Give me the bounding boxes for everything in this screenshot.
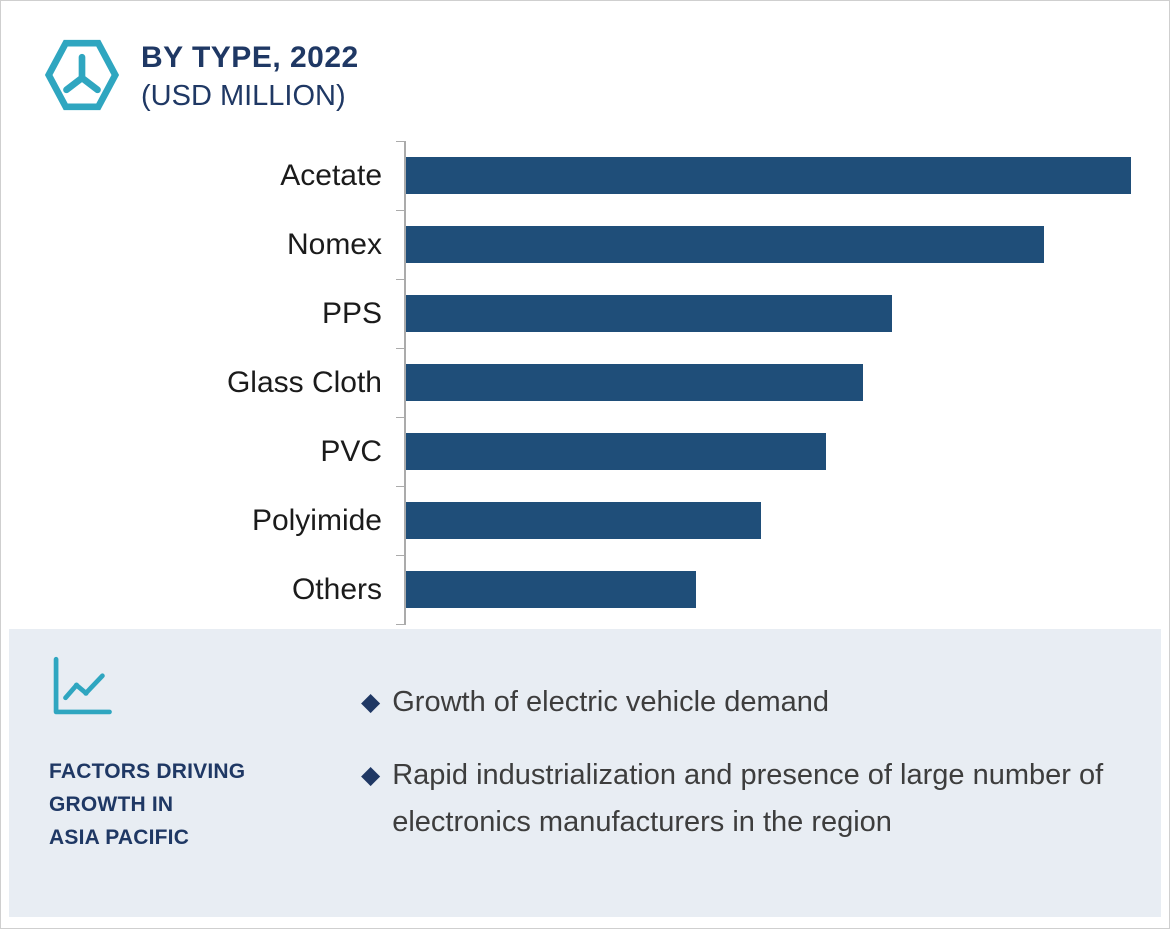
chart-bar: [406, 433, 826, 470]
factors-title: FACTORS DRIVING GROWTH IN ASIA PACIFIC: [49, 755, 349, 854]
bar-cell: [396, 417, 1169, 487]
diamond-bullet-icon: ◆: [361, 688, 381, 716]
chart-bar: [406, 502, 761, 539]
chart-bar: [406, 226, 1044, 263]
line-chart-icon: [53, 656, 112, 715]
hexagon-logo-icon: [45, 39, 119, 111]
chart-bar: [406, 295, 892, 332]
bar-cell: [396, 279, 1169, 349]
category-label: Polyimide: [251, 503, 382, 537]
bar-cell: [396, 555, 1169, 625]
category-label: Others: [291, 572, 382, 606]
category-label: Nomex: [286, 227, 382, 261]
bar-cell: [396, 141, 1169, 211]
bullet-item: ◆ Growth of electric vehicle demand: [361, 679, 1127, 726]
chart-subtitle: (USD MILLION): [141, 80, 346, 112]
chart-bar: [406, 571, 696, 608]
factors-panel-left: FACTORS DRIVING GROWTH IN ASIA PACIFIC: [49, 653, 349, 854]
diamond-bullet-icon: ◆: [361, 760, 381, 789]
category-label: PPS: [321, 296, 382, 330]
category-label: PVC: [320, 434, 382, 468]
factors-panel: FACTORS DRIVING GROWTH IN ASIA PACIFIC ◆…: [9, 629, 1161, 917]
bullet-text: Rapid industrialization and presence of …: [392, 758, 1104, 838]
bar-chart: Acetate Nomex PPS Glass Cloth PVC Polyim…: [1, 141, 1169, 625]
bar-cell: [396, 348, 1169, 418]
chart-bar: [406, 364, 863, 401]
factors-title-line: ASIA PACIFIC: [49, 826, 190, 849]
factors-title-line: GROWTH IN: [49, 793, 174, 816]
title-block: BY TYPE, 2022 (USD MILLION): [141, 35, 359, 115]
chart-title: BY TYPE, 2022: [141, 41, 359, 74]
category-label: Acetate: [280, 158, 382, 192]
chart-header: BY TYPE, 2022 (USD MILLION): [45, 35, 359, 115]
bar-cell: [396, 486, 1169, 556]
category-label: Glass Cloth: [226, 365, 382, 399]
factors-bullet-list: ◆ Growth of electric vehicle demand ◆ Ra…: [361, 679, 1127, 846]
factors-title-line: FACTORS DRIVING: [49, 760, 246, 783]
bullet-text: Growth of electric vehicle demand: [392, 686, 830, 718]
chart-bar: [406, 157, 1131, 194]
bar-cell: [396, 210, 1169, 280]
bullet-item: ◆ Rapid industrialization and presence o…: [361, 752, 1127, 846]
